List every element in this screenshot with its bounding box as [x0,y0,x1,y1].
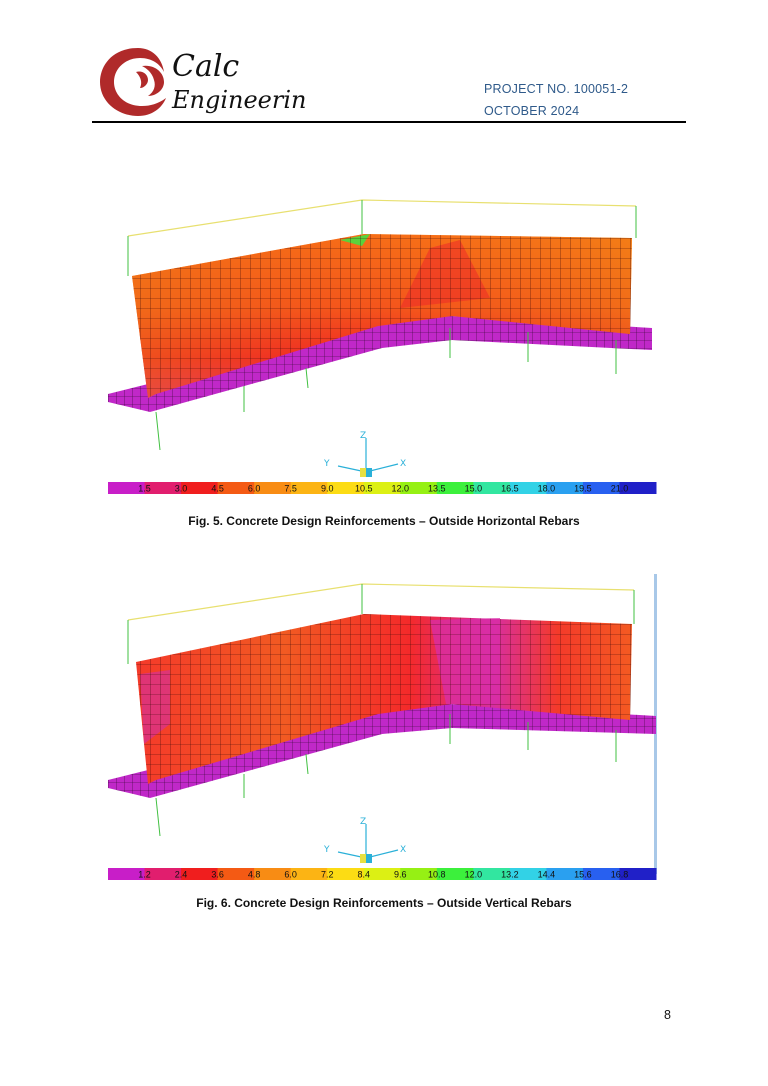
scale-swatch [436,482,474,494]
scale-swatch [436,868,474,880]
scale-swatch [108,482,146,494]
axis-label-x: X [400,459,406,469]
figure-5-caption: Fig. 5. Concrete Design Reinforcements –… [188,514,580,528]
scale-tick-label: 19.5 [574,484,592,494]
logo-line1: Calc [172,49,239,84]
scale-tick-label: 9.0 [321,484,334,494]
scale-swatch [108,868,146,880]
scale-swatch [181,868,219,880]
scale-swatch [290,868,328,880]
axis-label-z: Z [360,431,366,441]
figure-6-caption: Fig. 6. Concrete Design Reinforcements –… [196,896,572,910]
color-scale-bar: 1.5 3.0 4.5 6.0 7.5 9.0 10.5 12.0 13.5 15.0 16.5 18… [108,482,657,494]
figure-6-image: Z Y X 1.2 2.4 3.6 4.8 6.0 7.2 8.4 9.6 10.8 12.0 13… [108,574,657,880]
scale-tick-label: 3.0 [175,484,188,494]
scale-swatch [546,482,584,494]
logo-swirl-icon [100,48,166,116]
scale-swatch [509,482,547,494]
axis-label-x: X [400,845,406,855]
scale-tick-label: 15.6 [574,870,592,880]
scale-swatch [254,482,292,494]
scale-tick-label: 10.8 [428,870,446,880]
scale-swatch [327,868,365,880]
scale-tick-label: 4.5 [211,484,224,494]
page-number: 8 [664,1008,671,1022]
scale-tick-label: 8.4 [357,870,370,880]
scale-tick-label: 7.2 [321,870,334,880]
scale-swatch [546,868,584,880]
scale-tick-label: 9.6 [394,870,407,880]
scale-tick-label: 16.5 [501,484,519,494]
scale-tick-label: 12.0 [392,484,410,494]
scale-tick-label: 6.0 [284,870,297,880]
scale-swatch [473,482,511,494]
color-scale-bar: 1.2 2.4 3.6 4.8 6.0 7.2 8.4 9.6 10.8 12.0 13.2 14.4… [108,868,657,880]
scale-swatch [363,482,401,494]
scale-swatch [582,482,620,494]
scale-swatch [619,868,657,880]
scale-swatch [327,482,365,494]
scale-tick-label: 16.8 [611,870,629,880]
project-number: PROJECT NO. 100051-2 [484,82,629,96]
axis-label-y: Y [323,459,330,469]
scale-swatch [400,868,438,880]
scale-tick-label: 18.0 [538,484,556,494]
scale-swatch [582,868,620,880]
scale-swatch [290,482,328,494]
scale-swatch [473,868,511,880]
scale-tick-label: 2.4 [175,870,188,880]
scale-swatch [217,482,255,494]
scale-tick-label: 12.0 [465,870,483,880]
scale-swatch [144,868,182,880]
scale-tick-label: 13.5 [428,484,446,494]
scale-swatch [363,868,401,880]
scale-swatch [217,868,255,880]
header-rule [92,121,686,123]
scale-swatch [144,482,182,494]
scale-swatch [254,868,292,880]
axis-label-y: Y [323,845,330,855]
logo-line2: Engineering [171,86,306,114]
scale-tick-label: 15.0 [465,484,483,494]
scale-tick-label: 7.5 [284,484,297,494]
scale-tick-label: 3.6 [211,870,224,880]
scale-tick-label: 4.8 [248,870,261,880]
scale-tick-label: 1.5 [138,484,151,494]
axis-triad-icon: Z Y X [323,817,406,863]
scale-tick-label: 6.0 [248,484,261,494]
scale-swatch [509,868,547,880]
scale-tick-label: 13.2 [501,870,519,880]
scale-tick-label: 1.2 [138,870,151,880]
scale-tick-label: 14.4 [538,870,556,880]
scale-swatch [400,482,438,494]
axis-triad-icon: Z Y X [323,431,406,477]
scale-swatch [181,482,219,494]
scale-tick-label: 21.0 [611,484,629,494]
scale-swatch [619,482,657,494]
scale-tick-label: 10.5 [355,484,373,494]
project-date: OCTOBER 2024 [484,104,580,118]
figure-5-image: Z Y X 1.5 3.0 4.5 6.0 7.5 9.0 10.5 12.0 13.5 15.0… [108,199,657,494]
axis-label-z: Z [360,817,366,827]
company-logo: Calc Engineering [100,48,306,116]
